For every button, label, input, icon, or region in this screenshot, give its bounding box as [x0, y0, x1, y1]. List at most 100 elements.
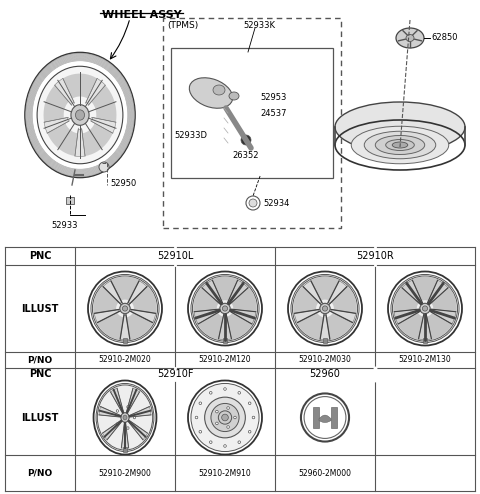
Polygon shape	[320, 316, 330, 339]
Polygon shape	[110, 277, 140, 300]
Polygon shape	[402, 280, 422, 304]
Ellipse shape	[209, 441, 212, 444]
Ellipse shape	[195, 416, 198, 419]
Ellipse shape	[222, 306, 228, 311]
Ellipse shape	[213, 85, 225, 95]
Text: 52910-2M910: 52910-2M910	[199, 468, 252, 478]
Polygon shape	[431, 287, 457, 312]
Polygon shape	[193, 287, 219, 312]
Ellipse shape	[238, 441, 240, 444]
Text: 26352: 26352	[232, 152, 259, 161]
Bar	[123, 338, 127, 343]
Ellipse shape	[116, 410, 119, 412]
Polygon shape	[331, 286, 357, 314]
Polygon shape	[393, 287, 419, 312]
Polygon shape	[127, 388, 140, 412]
Text: 52933D: 52933D	[174, 131, 207, 140]
Text: ILLUST: ILLUST	[21, 412, 59, 422]
Polygon shape	[297, 313, 324, 340]
Ellipse shape	[116, 423, 119, 425]
Ellipse shape	[248, 402, 251, 405]
Ellipse shape	[224, 388, 226, 390]
Polygon shape	[93, 286, 119, 314]
Polygon shape	[132, 310, 156, 323]
Bar	[423, 338, 427, 343]
Polygon shape	[103, 281, 122, 303]
Ellipse shape	[211, 404, 239, 432]
Ellipse shape	[93, 276, 157, 341]
Ellipse shape	[75, 110, 84, 120]
Text: 52910R: 52910R	[356, 251, 394, 261]
Ellipse shape	[133, 416, 135, 419]
Ellipse shape	[127, 406, 129, 408]
Ellipse shape	[406, 35, 414, 41]
Text: WHEEL ASSY: WHEEL ASSY	[102, 10, 182, 20]
Polygon shape	[47, 123, 78, 156]
Ellipse shape	[97, 385, 153, 450]
Ellipse shape	[71, 105, 89, 125]
Polygon shape	[311, 277, 339, 300]
Polygon shape	[55, 79, 74, 105]
Ellipse shape	[335, 102, 465, 152]
Ellipse shape	[218, 411, 232, 424]
Ellipse shape	[229, 92, 239, 100]
Text: 52910L: 52910L	[157, 251, 193, 261]
Ellipse shape	[351, 126, 449, 164]
Polygon shape	[91, 85, 117, 122]
Text: P/NO: P/NO	[27, 356, 53, 365]
Bar	[223, 338, 227, 343]
Ellipse shape	[292, 276, 358, 341]
Ellipse shape	[238, 392, 240, 394]
Polygon shape	[313, 407, 319, 428]
Bar	[171, 48, 333, 178]
Polygon shape	[326, 313, 353, 340]
Polygon shape	[91, 118, 116, 133]
Polygon shape	[44, 85, 69, 122]
Ellipse shape	[127, 427, 129, 429]
Text: 24537: 24537	[260, 109, 287, 118]
Polygon shape	[129, 421, 147, 440]
Polygon shape	[328, 281, 347, 303]
Polygon shape	[94, 310, 119, 323]
Ellipse shape	[222, 414, 228, 421]
Polygon shape	[126, 313, 153, 340]
Ellipse shape	[123, 415, 127, 420]
Ellipse shape	[37, 66, 123, 164]
Ellipse shape	[191, 383, 259, 452]
Text: 52910-2M900: 52910-2M900	[98, 468, 151, 478]
Ellipse shape	[420, 303, 430, 314]
Polygon shape	[427, 313, 453, 339]
Polygon shape	[331, 407, 337, 428]
Polygon shape	[293, 286, 319, 314]
Ellipse shape	[192, 276, 258, 341]
Text: 52933K: 52933K	[243, 21, 275, 30]
Ellipse shape	[224, 445, 226, 447]
Ellipse shape	[396, 28, 424, 48]
Ellipse shape	[199, 430, 202, 433]
Ellipse shape	[227, 407, 229, 410]
Bar	[66, 197, 74, 204]
Polygon shape	[130, 407, 151, 417]
Text: P/NO: P/NO	[27, 468, 53, 478]
Text: 62850: 62850	[431, 34, 457, 42]
Polygon shape	[231, 287, 257, 312]
Polygon shape	[294, 310, 319, 323]
Polygon shape	[96, 313, 124, 340]
Ellipse shape	[364, 131, 436, 159]
Ellipse shape	[199, 402, 202, 405]
Text: ILLUST: ILLUST	[21, 303, 59, 314]
Polygon shape	[230, 309, 256, 324]
Text: 52934: 52934	[263, 199, 289, 207]
Text: PNC: PNC	[29, 251, 51, 261]
Ellipse shape	[220, 303, 230, 314]
Polygon shape	[319, 415, 331, 422]
Text: 52960: 52960	[310, 369, 340, 379]
Bar	[323, 338, 327, 343]
Bar	[163, 18, 341, 228]
Polygon shape	[394, 309, 420, 324]
Ellipse shape	[393, 276, 457, 341]
Text: 52910-2M030: 52910-2M030	[299, 356, 351, 365]
Polygon shape	[412, 277, 438, 301]
Text: 52910-2M130: 52910-2M130	[398, 356, 451, 365]
Polygon shape	[120, 316, 130, 339]
